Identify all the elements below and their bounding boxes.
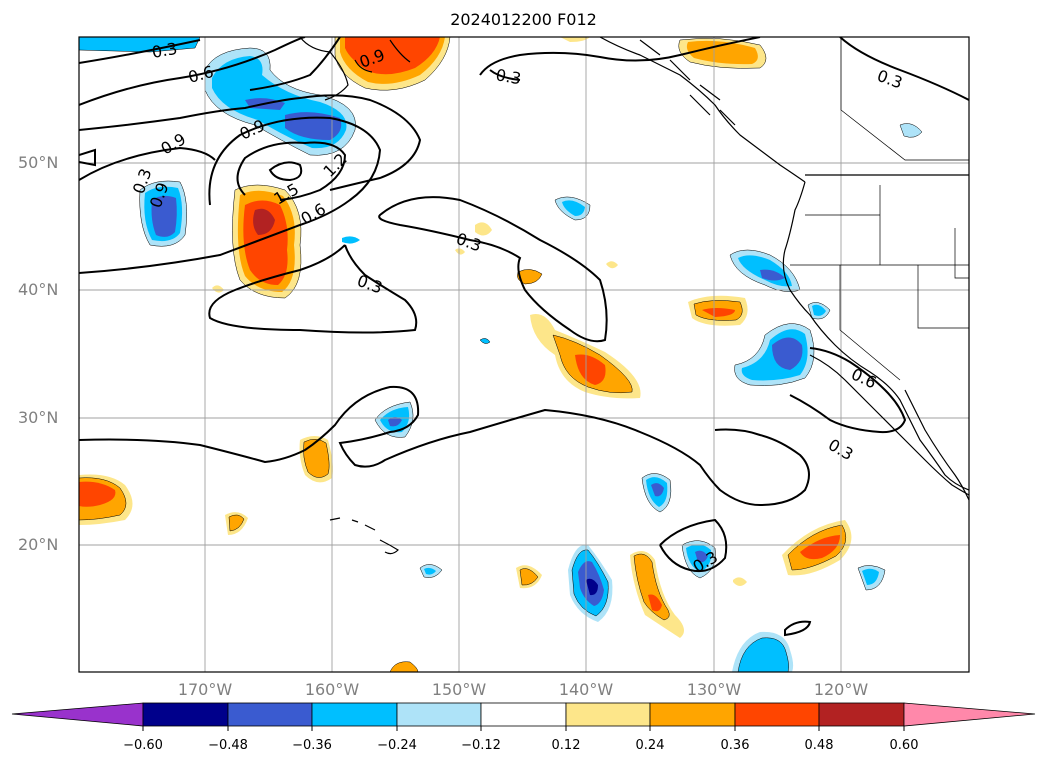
positive-anomaly-region [228,514,245,532]
colorbar-tick-label: −0.24 [377,738,417,753]
colorbar-segment [818,702,905,727]
colorbar-tick-label: 0.60 [889,738,919,753]
positive-anomaly-region [79,481,116,507]
negative-anomaly-region [342,236,360,244]
lon-label-160w: 160°W [304,680,360,699]
lon-label-130w: 130°W [686,680,742,699]
coastlines [299,37,969,555]
positive-anomaly-region [733,577,747,586]
shaded-fields [79,37,923,672]
north-american-coast [782,181,969,491]
contour-label: 0.9 [158,129,190,158]
lat-label-50n: 50°N [18,153,59,172]
contour-lines [79,37,969,637]
positive-anomaly-region [702,308,735,317]
positive-anomaly-region [633,553,670,621]
colorbar-ticks [142,726,905,731]
lon-label-150w: 150°W [431,680,487,699]
colorbar [11,702,1036,727]
contour-label: 0.3 [150,39,178,62]
positive-anomaly-region [455,248,465,255]
positive-anomaly-region [303,439,330,478]
negative-anomaly-region [651,483,664,497]
positive-anomaly-region [560,37,590,42]
colorbar-segment [396,702,482,727]
colorbar-tick-label: 0.12 [551,738,581,753]
negative-anomaly-region [562,200,585,216]
baja-gulf-coast [904,389,969,501]
colorbar-tick-label: −0.12 [461,738,501,753]
negative-anomaly-region [695,550,708,563]
colorbar-tick-label: 0.36 [720,738,750,753]
map-frame [78,36,970,673]
colorbar-tick-label: −0.48 [208,738,248,753]
lat-label-40n: 40°N [18,280,59,299]
negative-anomaly-region [862,568,879,585]
hawaii-islands [329,517,399,555]
political-borders [790,37,969,381]
contour-label: 0.3 [825,435,857,464]
baja-coast [809,354,969,496]
positive-anomaly-region [212,285,224,293]
negative-anomaly-region [479,338,491,344]
colorbar-segment [734,702,820,727]
contour-label: 0.3 [355,271,385,298]
positive-anomaly-region [575,354,606,385]
negative-anomaly-region [737,637,789,672]
lon-label-140w: 140°W [558,680,614,699]
colorbar-tick-label: 0.48 [804,738,834,753]
negative-anomaly-region [388,417,402,427]
positive-anomaly-region [475,222,492,236]
colorbar-segment [142,702,229,727]
negative-anomaly-region [899,123,923,138]
positive-anomaly-region [345,37,440,75]
lon-label-120w: 120°W [813,680,869,699]
lat-label-30n: 30°N [18,408,59,427]
positive-anomaly-region [686,40,758,65]
negative-anomaly-region [772,337,803,370]
negative-anomaly-region [79,37,201,53]
lat-label-20n: 20°N [18,535,59,554]
negative-anomaly-region [151,195,177,237]
colorbar-segment [565,702,651,727]
colorbar-segment [227,702,313,727]
negative-anomaly-region [760,269,785,281]
positive-anomaly-region [648,594,662,612]
alaska-panhandle-coast [599,37,806,183]
colorbar-segment [649,702,736,727]
negative-anomaly-region [586,578,598,596]
positive-anomaly-region [606,261,618,269]
positive-anomaly-region [389,661,419,672]
colorbar-segment [480,702,567,727]
lon-label-170w: 170°W [177,680,233,699]
negative-anomaly-region [812,304,826,316]
positive-anomaly-region [253,208,275,235]
colorbar-tick-label: 0.24 [635,738,665,753]
colorbar-segment [311,702,398,727]
colorbar-tick-label: −0.60 [123,738,163,753]
colorbar-extend-high [903,702,1036,727]
alaska-coast [299,37,411,101]
positive-anomaly-region [517,269,543,285]
colorbar-tick-label: −0.36 [292,738,332,753]
negative-anomaly-region [424,567,436,575]
map-title: 2024012200 F012 [450,10,597,29]
positive-anomaly-region [800,535,840,560]
contour-label: 0.3 [494,65,522,88]
positive-anomaly-region [519,568,539,586]
colorbar-extend-low [11,702,144,727]
